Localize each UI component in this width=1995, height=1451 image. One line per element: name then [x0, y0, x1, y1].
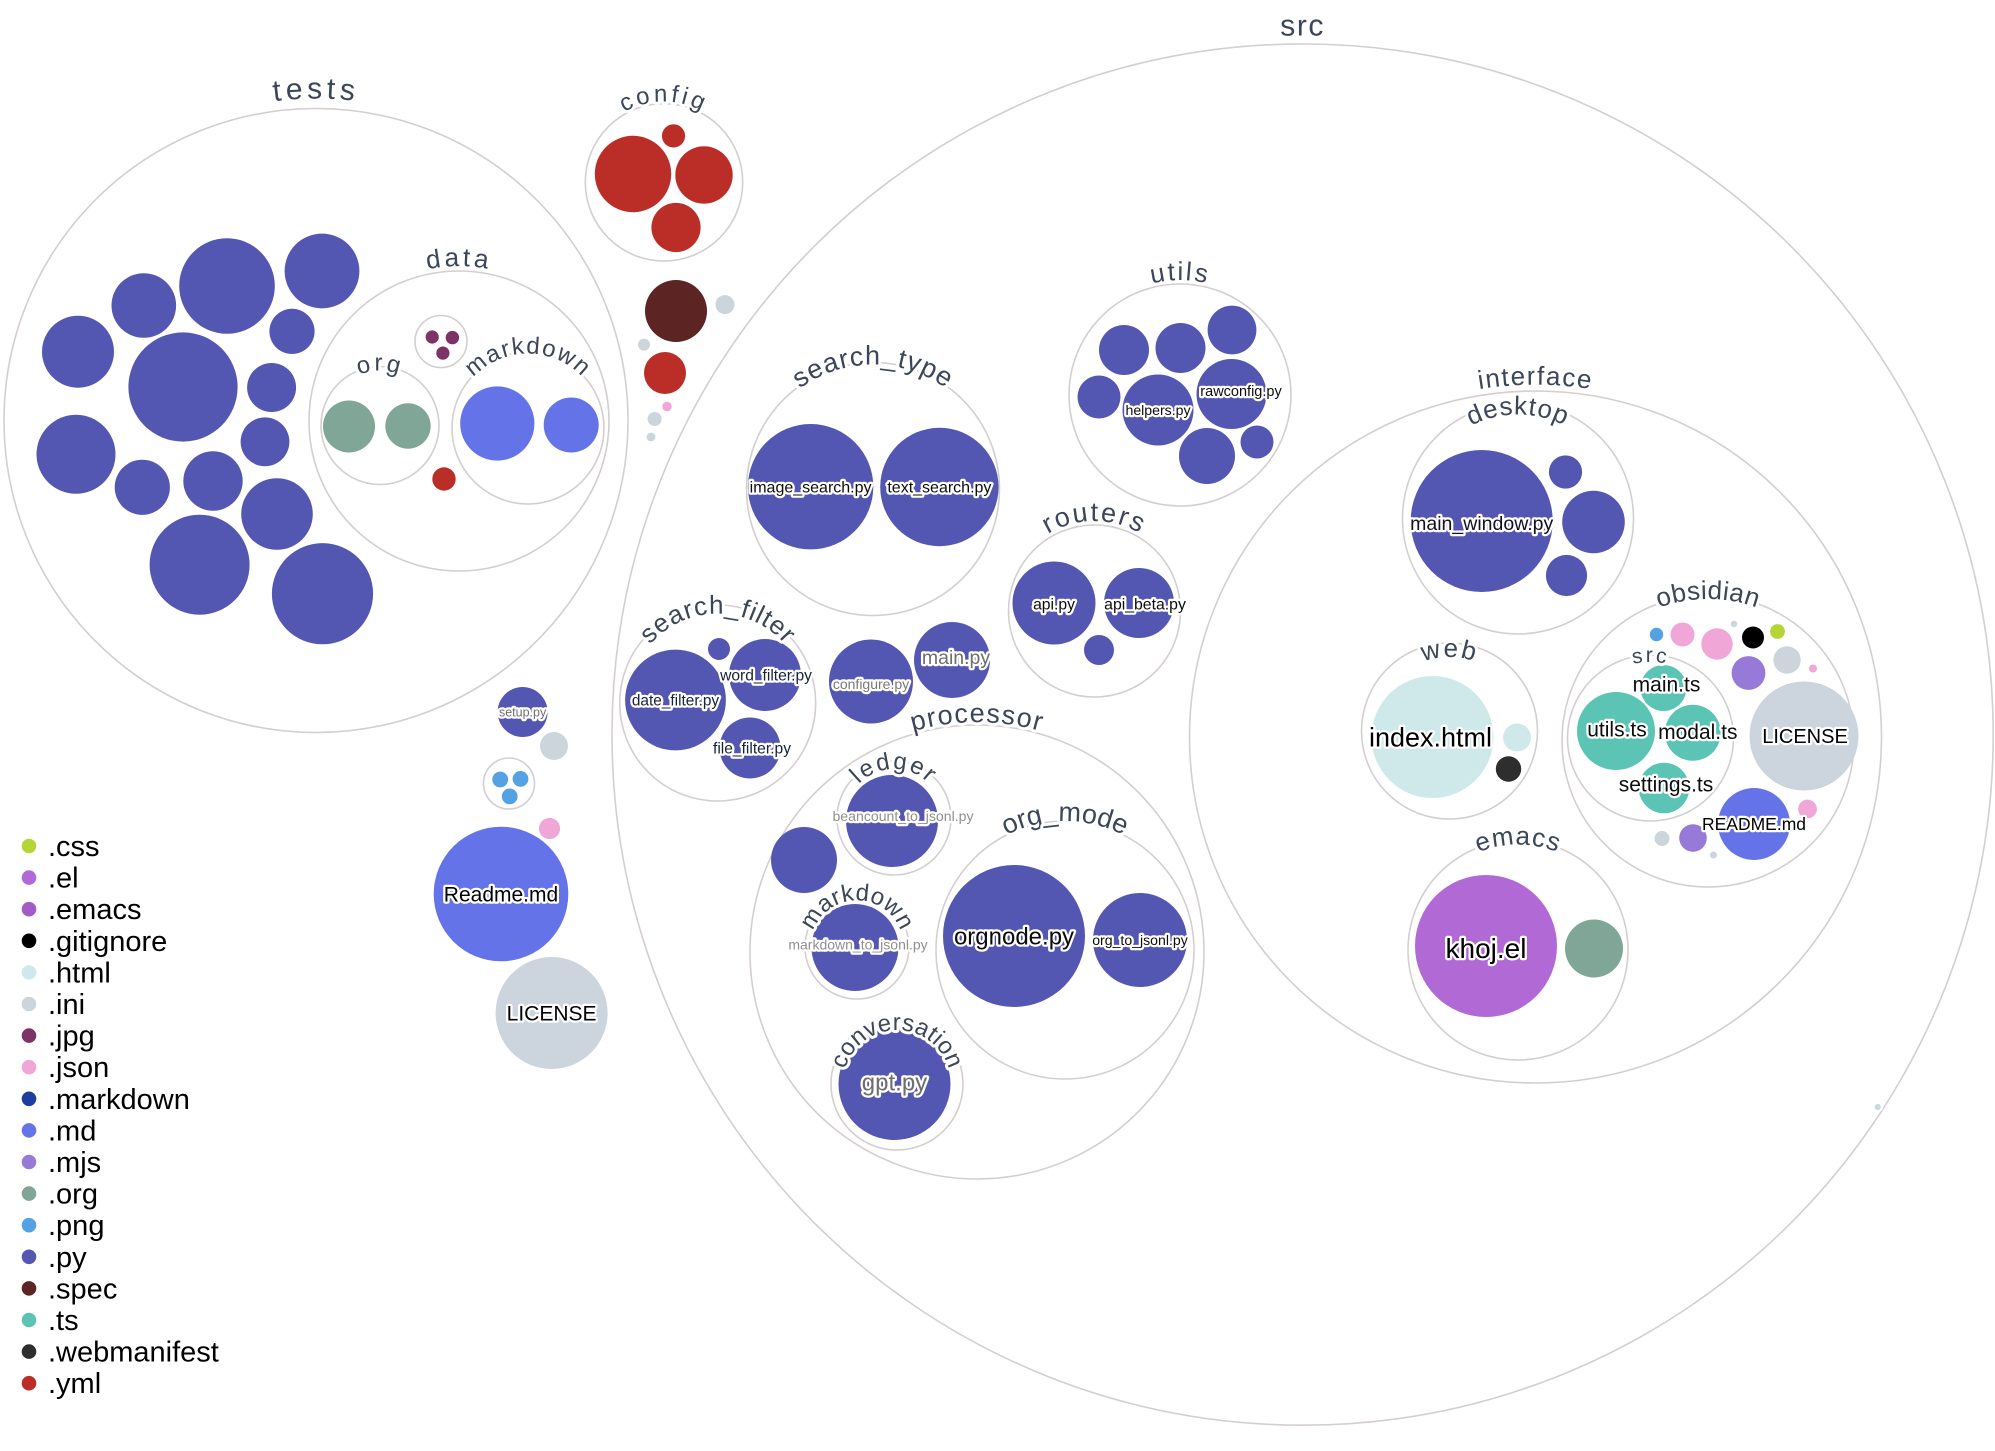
svg-text:.json: .json — [48, 1052, 109, 1084]
svg-text:.mjs: .mjs — [48, 1147, 101, 1179]
svg-text:gpt.py: gpt.py — [862, 1069, 927, 1096]
svg-text:src: src — [1630, 644, 1670, 669]
svg-text:settings.ts: settings.ts — [1619, 773, 1714, 796]
svg-text:text_search.py: text_search.py — [887, 480, 991, 497]
svg-text:.markdown: .markdown — [48, 1084, 190, 1116]
svg-text:word_filter.py: word_filter.py — [719, 667, 812, 684]
svg-text:main.py: main.py — [922, 647, 991, 669]
svg-text:index.html: index.html — [1369, 722, 1492, 752]
svg-text:LICENSE: LICENSE — [1762, 726, 1848, 748]
svg-text:file_filter.py: file_filter.py — [713, 740, 791, 757]
svg-text:org_to_jsonl.py: org_to_jsonl.py — [1092, 932, 1189, 948]
svg-text:LICENSE: LICENSE — [507, 1002, 597, 1025]
svg-text:.css: .css — [48, 831, 100, 863]
svg-text:main.ts: main.ts — [1633, 673, 1701, 696]
svg-text:markdown_to_jsonl.py: markdown_to_jsonl.py — [788, 936, 927, 952]
svg-text:api.py: api.py — [1033, 596, 1075, 613]
svg-text:setup.py: setup.py — [499, 705, 547, 719]
svg-text:.el: .el — [48, 863, 79, 895]
svg-text:utils: utils — [1147, 256, 1212, 289]
svg-text:.ts: .ts — [48, 1305, 79, 1337]
svg-text:.html: .html — [48, 957, 111, 989]
svg-text:date_filter.py: date_filter.py — [632, 692, 720, 709]
svg-text:rawconfig.py: rawconfig.py — [1200, 384, 1282, 400]
svg-text:image_search.py: image_search.py — [750, 479, 872, 496]
svg-text:Readme.md: Readme.md — [444, 883, 558, 906]
svg-text:README.md: README.md — [1702, 814, 1806, 834]
svg-text:orgnode.py: orgnode.py — [954, 923, 1074, 950]
svg-text:.ini: .ini — [48, 989, 85, 1021]
svg-text:.md: .md — [48, 1115, 96, 1147]
svg-text:.yml: .yml — [48, 1368, 101, 1400]
svg-text:api_beta.py: api_beta.py — [1104, 597, 1186, 614]
svg-text:modal.ts: modal.ts — [1658, 721, 1737, 744]
svg-text:helpers.py: helpers.py — [1125, 402, 1191, 418]
svg-text:data: data — [424, 242, 494, 275]
svg-text:.png: .png — [48, 1210, 104, 1242]
svg-text:tests: tests — [271, 72, 361, 108]
svg-text:configure.py: configure.py — [833, 676, 909, 692]
svg-text:org: org — [353, 350, 406, 381]
svg-text:beancount_to_jsonl.py: beancount_to_jsonl.py — [832, 808, 974, 824]
svg-text:.gitignore: .gitignore — [48, 926, 167, 958]
svg-text:.spec: .spec — [48, 1273, 117, 1305]
svg-text:khoj.el: khoj.el — [1446, 933, 1527, 964]
svg-text:web: web — [1417, 633, 1482, 667]
svg-text:.org: .org — [48, 1179, 98, 1211]
svg-text:utils.ts: utils.ts — [1587, 718, 1647, 741]
svg-text:.webmanifest: .webmanifest — [48, 1337, 219, 1369]
svg-text:src: src — [1280, 9, 1325, 42]
svg-text:.emacs: .emacs — [48, 894, 141, 926]
svg-text:.py: .py — [48, 1242, 87, 1274]
svg-text:main_window.py: main_window.py — [1410, 513, 1553, 535]
svg-text:.jpg: .jpg — [48, 1021, 95, 1053]
